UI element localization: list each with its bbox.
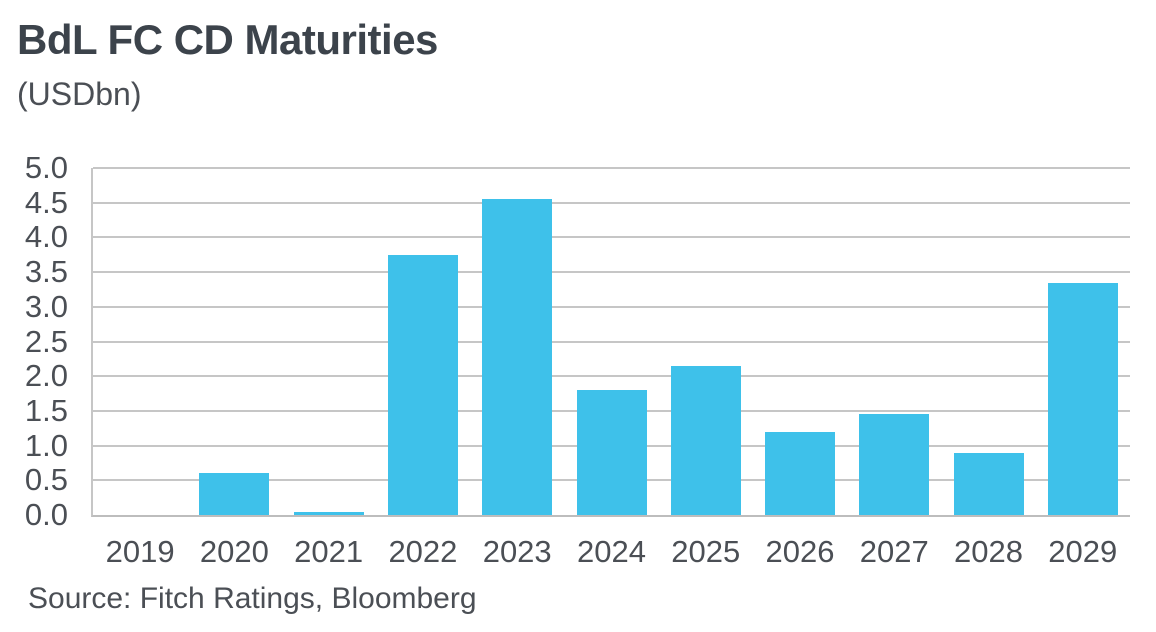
y-tick-label: 4.0 <box>24 219 68 255</box>
gridline <box>93 236 1130 239</box>
x-tick-label-2024: 2024 <box>576 534 646 569</box>
gridline <box>93 305 1130 308</box>
x-tick-label-2023: 2023 <box>482 534 552 569</box>
chart-title: BdL FC CD Maturities <box>17 16 438 63</box>
gridline <box>93 271 1130 274</box>
x-tick-label-2025: 2025 <box>671 534 741 569</box>
y-tick-label: 5.0 <box>24 150 68 185</box>
bar-2020 <box>199 473 270 515</box>
bar-2025 <box>670 366 741 515</box>
bar-2022 <box>387 255 458 515</box>
bar-2024 <box>576 390 647 515</box>
y-tick-label: 2.0 <box>24 358 68 394</box>
x-axis-labels: 2019 2020 2021 2022 2023 2024 2025 2026 2027 2028… <box>93 534 1130 570</box>
y-tick-label: 1.0 <box>24 427 68 463</box>
chart-subtitle: (USDbn) <box>17 76 142 112</box>
plot-area <box>91 167 1130 517</box>
y-tick-label: 0.0 <box>24 497 68 532</box>
y-tick-label: 3.5 <box>24 254 68 290</box>
gridline <box>93 375 1130 378</box>
bar-2026 <box>765 432 836 515</box>
bar-2029 <box>1047 283 1118 515</box>
bar-2028 <box>953 453 1024 515</box>
gridline <box>93 167 1130 169</box>
y-tick-label: 1.5 <box>24 392 68 428</box>
gridline <box>93 340 1130 343</box>
bar-2023 <box>482 199 553 515</box>
x-tick-label-2022: 2022 <box>388 534 458 569</box>
x-tick-label-2019: 2019 <box>105 534 175 569</box>
x-tick-label-2021: 2021 <box>294 534 364 569</box>
x-tick-label-2029: 2029 <box>1048 534 1118 569</box>
x-tick-label-2026: 2026 <box>765 534 835 569</box>
y-tick-label: 0.5 <box>24 462 68 498</box>
source-note: Source: Fitch Ratings, Bloomberg <box>28 582 477 615</box>
y-tick-label: 3.0 <box>24 288 68 324</box>
gridline <box>93 201 1130 204</box>
x-tick-label-2027: 2027 <box>859 534 929 569</box>
y-tick-label: 4.5 <box>24 184 68 220</box>
y-tick-label: 2.5 <box>24 323 68 359</box>
bar-2021 <box>293 512 364 515</box>
x-tick-label-2020: 2020 <box>199 534 269 569</box>
y-axis-tick-labels: 0.0 0.5 1.0 1.5 2.0 2.5 3.0 3.5 4.0 4.5 5.0 <box>0 150 68 532</box>
bar-2027 <box>859 414 930 515</box>
x-tick-label-2028: 2028 <box>954 534 1023 569</box>
